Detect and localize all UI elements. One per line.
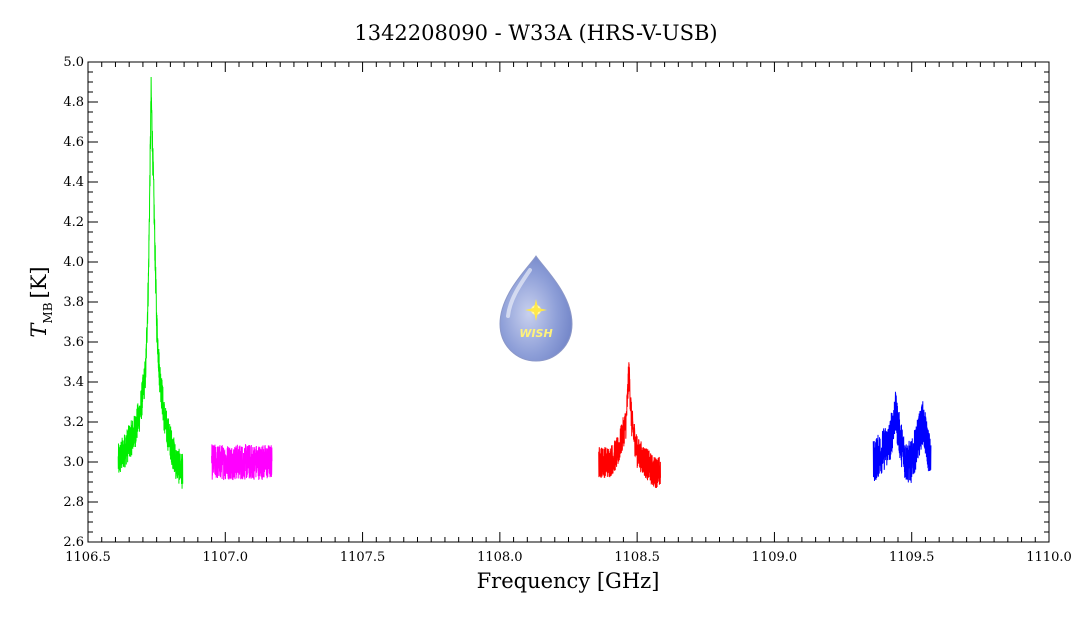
y-tick-label: 3.4 [63, 375, 84, 390]
y-tick-label: 3.8 [63, 295, 84, 310]
spectrum-series-4 [872, 391, 932, 483]
x-tick-label: 1108.5 [614, 550, 660, 565]
y-tick-label: 3.0 [63, 455, 84, 470]
x-tick-labels: 1106.5 1107.0 1107.5 1108.0 1108.5 1109.0 1109… [65, 550, 1072, 565]
x-tick-label: 1108.0 [477, 550, 523, 565]
wish-logo: WISH [499, 255, 573, 362]
spectrum-series-3 [598, 362, 661, 488]
y-axis-symbol: T [27, 322, 51, 338]
y-axis-subscript: MB [41, 302, 55, 323]
x-axis-label: Frequency [GHz] [477, 569, 660, 593]
y-tick-label: 4.2 [63, 215, 84, 230]
y-tick-label: 4.4 [63, 175, 84, 190]
chart-title: 1342208090 - W33A (HRS-V-USB) [354, 21, 717, 45]
y-tick-label: 4.0 [63, 255, 84, 270]
axis-ticks [87, 61, 1050, 543]
y-tick-labels: 2.6 2.8 3.0 3.2 3.4 3.6 3.8 4.0 4.2 4.4 4.6 4.8 5.0 [63, 55, 84, 550]
x-tick-label: 1110.0 [1026, 550, 1072, 565]
y-tick-label: 3.2 [63, 415, 84, 430]
x-tick-label: 1109.5 [889, 550, 935, 565]
spectrum-series-2 [211, 444, 273, 481]
series-group [117, 76, 932, 489]
spectrum-series-1 [117, 76, 184, 489]
y-tick-label: 2.8 [63, 495, 84, 510]
y-tick-label: 4.8 [63, 95, 84, 110]
y-tick-label: 3.6 [63, 335, 84, 350]
x-tick-label: 1107.5 [340, 550, 386, 565]
y-tick-label: 5.0 [63, 55, 84, 70]
y-tick-label: 4.6 [63, 135, 84, 150]
x-tick-label: 1106.5 [65, 550, 111, 565]
x-tick-label: 1107.0 [203, 550, 249, 565]
y-tick-label: 2.6 [63, 535, 84, 550]
logo-text: WISH [519, 327, 552, 340]
star-icon [525, 299, 547, 321]
y-axis-label: TMB [K] [27, 266, 55, 337]
x-tick-label: 1109.0 [752, 550, 798, 565]
y-axis-unit: [K] [27, 266, 51, 298]
